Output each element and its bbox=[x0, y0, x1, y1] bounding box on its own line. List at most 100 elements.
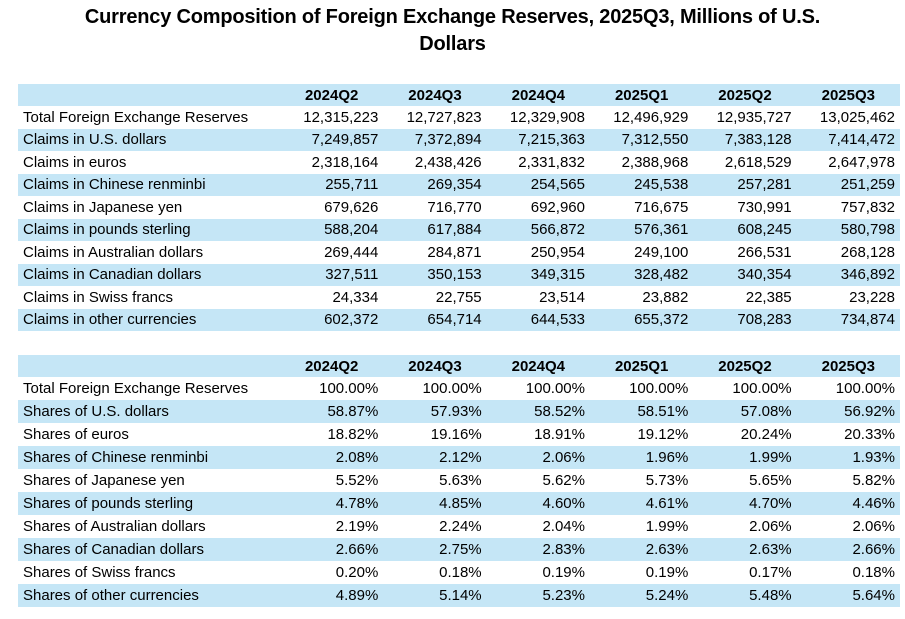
value-cell: 730,991 bbox=[737, 198, 792, 216]
value-cell: 2.04% bbox=[542, 518, 585, 535]
table-row: Claims in Australian dollars 269,444 284,8… bbox=[18, 241, 900, 264]
table-row: Shares of Australian dollars 2.19% 2.24% 2.… bbox=[18, 515, 900, 538]
value-cell: 57.93% bbox=[430, 403, 482, 420]
value-cell: 2.83% bbox=[542, 541, 585, 558]
value-cell: 4.61% bbox=[645, 495, 689, 512]
row-label: Total Foreign Exchange Reserves bbox=[23, 108, 249, 126]
value-cell: 1.96% bbox=[645, 449, 689, 466]
table-row: Claims in Canadian dollars 327,511 350,153… bbox=[18, 263, 900, 286]
value-cell: 2.19% bbox=[335, 518, 379, 535]
value-cell: 2.08% bbox=[335, 449, 379, 466]
value-cell: 0.18% bbox=[439, 564, 482, 581]
value-cell: 1.93% bbox=[852, 449, 895, 466]
row-label: Claims in Chinese renminbi bbox=[23, 176, 206, 194]
value-cell: 12,315,223 bbox=[303, 108, 379, 126]
quarter-column-header: 2024Q3 bbox=[383, 84, 487, 106]
value-cell: 757,832 bbox=[840, 198, 895, 216]
value-cell: 7,383,128 bbox=[724, 131, 792, 149]
value-cell: 350,153 bbox=[427, 266, 482, 284]
value-cell: 328,482 bbox=[634, 266, 689, 284]
row-label: Claims in pounds sterling bbox=[23, 221, 191, 239]
table-row: Claims in euros 2,318,164 2,438,426 2,331,8… bbox=[18, 151, 900, 174]
value-cell: 251,259 bbox=[840, 176, 895, 194]
value-cell: 20.24% bbox=[740, 426, 792, 443]
value-cell: 340,354 bbox=[737, 266, 792, 284]
table-row: Shares of Japanese yen 5.52% 5.63% 5.62% 5.7… bbox=[18, 469, 900, 492]
value-cell: 269,444 bbox=[324, 243, 379, 261]
header-row: 2024Q2 2024Q3 2024Q4 2025Q1 2025Q2 2025Q3 bbox=[18, 84, 900, 106]
quarter-column-header: 2025Q2 bbox=[693, 355, 797, 377]
value-cell: 5.24% bbox=[645, 587, 689, 604]
row-label: Claims in other currencies bbox=[23, 311, 197, 329]
table-row: Claims in Swiss francs 24,334 22,755 23,514… bbox=[18, 286, 900, 309]
value-cell: 5.73% bbox=[645, 472, 689, 489]
row-label: Shares of Swiss francs bbox=[23, 564, 176, 581]
table-row: Total Foreign Exchange Reserves 100.00% 10… bbox=[18, 377, 900, 400]
value-cell: 2.06% bbox=[749, 518, 792, 535]
value-cell: 57.08% bbox=[740, 403, 792, 420]
value-cell: 7,249,857 bbox=[311, 131, 379, 149]
header-row: 2024Q2 2024Q3 2024Q4 2025Q1 2025Q2 2025Q3 bbox=[18, 355, 900, 377]
reserves-shares-table: 2024Q2 2024Q3 2024Q4 2025Q1 2025Q2 2025Q3 Tota… bbox=[18, 355, 900, 607]
value-cell: 1.99% bbox=[645, 518, 689, 535]
value-cell: 2.66% bbox=[335, 541, 379, 558]
table-row: Claims in Japanese yen 679,626 716,770 692,… bbox=[18, 196, 900, 219]
table-row: Shares of other currencies 4.89% 5.14% 5.23… bbox=[18, 584, 900, 607]
value-cell: 2,438,426 bbox=[414, 153, 482, 171]
quarter-column-header: 2025Q3 bbox=[796, 355, 900, 377]
value-cell: 18.91% bbox=[534, 426, 585, 443]
quarter-column-header: 2025Q2 bbox=[693, 84, 797, 106]
value-cell: 679,626 bbox=[324, 198, 379, 216]
value-cell: 100.00% bbox=[525, 380, 585, 397]
quarter-column-header: 2025Q3 bbox=[796, 84, 900, 106]
value-cell: 4.70% bbox=[749, 495, 792, 512]
value-cell: 1.99% bbox=[749, 449, 792, 466]
row-label: Shares of other currencies bbox=[23, 587, 199, 604]
table-row: Shares of Canadian dollars 2.66% 2.75% 2.83… bbox=[18, 538, 900, 561]
value-cell: 22,385 bbox=[745, 288, 792, 306]
value-cell: 346,892 bbox=[840, 266, 895, 284]
row-label: Shares of Canadian dollars bbox=[23, 541, 204, 558]
value-cell: 602,372 bbox=[324, 311, 379, 329]
value-cell: 24,334 bbox=[332, 288, 379, 306]
reserves-millions-table-container: 2024Q2 2024Q3 2024Q4 2025Q1 2025Q2 2025Q3 Tota… bbox=[18, 84, 900, 331]
row-label: Shares of U.S. dollars bbox=[23, 403, 169, 420]
value-cell: 100.00% bbox=[835, 380, 895, 397]
value-cell: 58.52% bbox=[534, 403, 585, 420]
value-cell: 0.20% bbox=[335, 564, 379, 581]
value-cell: 22,755 bbox=[435, 288, 482, 306]
value-cell: 7,312,550 bbox=[621, 131, 689, 149]
value-cell: 245,538 bbox=[634, 176, 689, 194]
value-cell: 617,884 bbox=[427, 221, 482, 239]
value-cell: 5.23% bbox=[542, 587, 585, 604]
value-cell: 644,533 bbox=[530, 311, 585, 329]
table-row: Shares of Swiss francs 0.20% 0.18% 0.19% 0.1… bbox=[18, 561, 900, 584]
value-cell: 12,329,908 bbox=[509, 108, 585, 126]
quarter-column-header: 2024Q3 bbox=[383, 355, 487, 377]
value-cell: 100.00% bbox=[422, 380, 482, 397]
value-cell: 0.17% bbox=[749, 564, 792, 581]
value-cell: 0.19% bbox=[542, 564, 585, 581]
value-cell: 734,874 bbox=[840, 311, 895, 329]
table-row: Claims in pounds sterling 588,204 617,884 5… bbox=[18, 218, 900, 241]
table-row: Claims in other currencies 602,372 654,714… bbox=[18, 308, 900, 331]
table-row: Claims in Chinese renminbi 255,711 269,354… bbox=[18, 173, 900, 196]
value-cell: 23,228 bbox=[849, 288, 895, 306]
value-cell: 4.60% bbox=[542, 495, 585, 512]
value-cell: 4.46% bbox=[852, 495, 895, 512]
value-cell: 5.65% bbox=[749, 472, 792, 489]
value-cell: 4.78% bbox=[335, 495, 379, 512]
row-label: Claims in Canadian dollars bbox=[23, 266, 202, 284]
value-cell: 19.16% bbox=[430, 426, 482, 443]
value-cell: 2.12% bbox=[439, 449, 482, 466]
reserves-millions-table: 2024Q2 2024Q3 2024Q4 2025Q1 2025Q2 2025Q3 Tota… bbox=[18, 84, 900, 331]
row-label: Shares of Japanese yen bbox=[23, 472, 185, 489]
value-cell: 2,647,978 bbox=[828, 153, 895, 171]
value-cell: 5.52% bbox=[335, 472, 379, 489]
value-cell: 2,318,164 bbox=[311, 153, 379, 171]
value-cell: 327,511 bbox=[325, 266, 379, 284]
value-cell: 7,372,894 bbox=[414, 131, 482, 149]
value-cell: 2,331,832 bbox=[518, 153, 585, 171]
value-cell: 23,514 bbox=[539, 288, 585, 306]
row-label-header bbox=[18, 355, 280, 377]
